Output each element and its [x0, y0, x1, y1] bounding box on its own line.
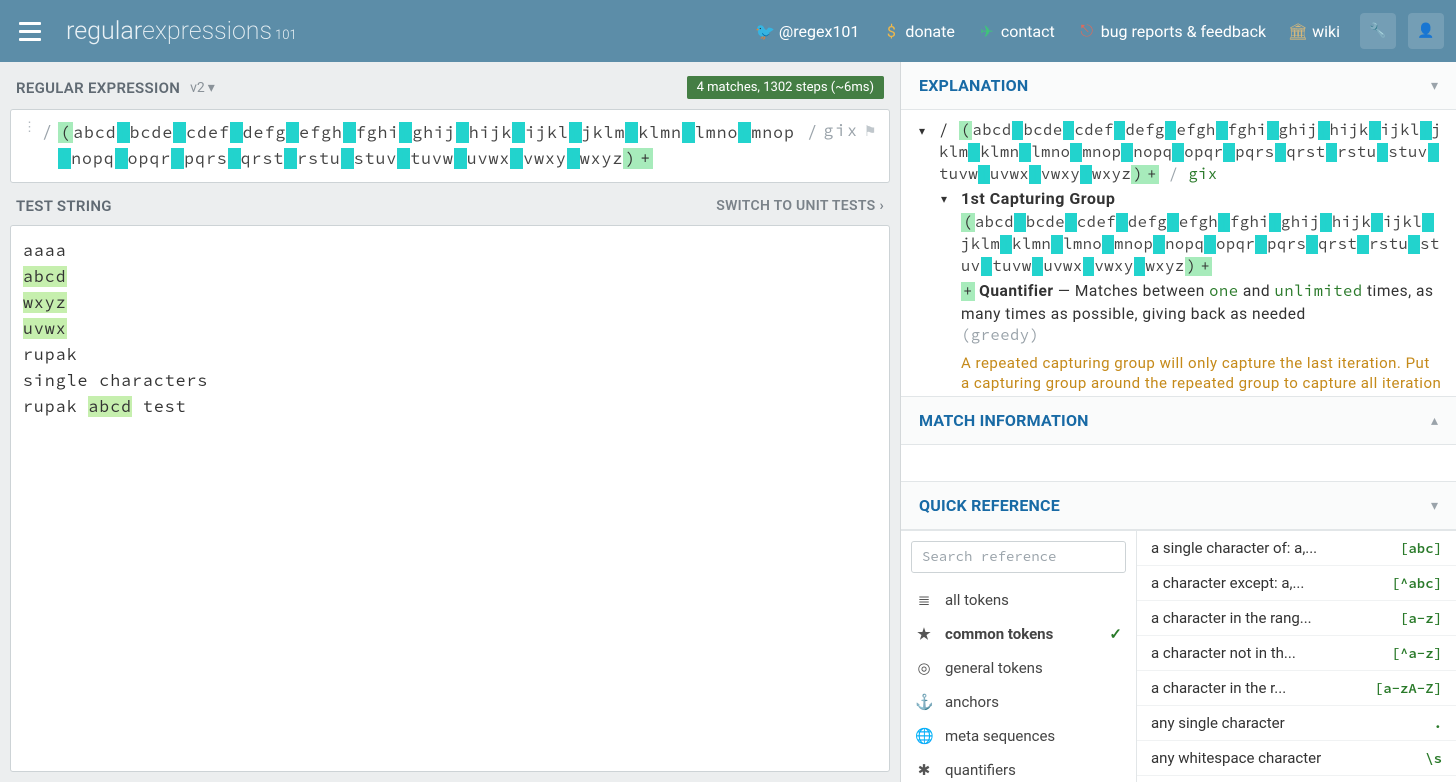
regex-pattern[interactable]: (abcd|bcde|cdef|defg|efgh|fghi|ghij|hijk… [58, 120, 801, 172]
version-selector[interactable]: v2 ▾ [190, 80, 215, 96]
exp-line-1: / (abcd|bcde|cdef|defg|efgh|fghi|ghij|hi… [939, 120, 1442, 186]
snow-icon: ✱ [915, 761, 933, 779]
chevron-down-icon[interactable]: ▾ [1431, 78, 1438, 94]
wrench-button[interactable]: 🔧 [1360, 13, 1396, 49]
quickref-header[interactable]: QUICK REFERENCE ▾ [901, 481, 1456, 530]
chevron-up-icon[interactable]: ▴ [1431, 413, 1438, 429]
columns-icon: 🏛 [1290, 23, 1306, 39]
nav-wiki[interactable]: 🏛wiki [1282, 16, 1348, 47]
target-icon: ◎ [915, 659, 933, 677]
globe-icon: 🌐 [915, 727, 933, 745]
dollar-icon: $ [883, 23, 899, 39]
token-row[interactable]: any single character. [1137, 706, 1456, 741]
test-section: TEST STRING SWITCH TO UNIT TESTS › aaaaa… [10, 193, 890, 772]
check-icon: ✓ [1109, 625, 1122, 643]
regex-flags[interactable]: gix ⚑ [823, 120, 877, 141]
wrench-icon: 🔧 [1369, 23, 1386, 39]
send-icon: ✈ [979, 23, 995, 39]
match-info-title: MATCH INFORMATION [919, 411, 1089, 430]
chevron-down-icon[interactable]: ▾ [1431, 498, 1438, 514]
github-icon: ⎋ [1079, 23, 1095, 39]
left-pane: REGULAR EXPRESSION v2 ▾ 4 matches, 1302 … [0, 62, 900, 782]
user-button[interactable]: 👤 [1408, 13, 1444, 49]
category-all-tokens[interactable]: ≣all tokens [901, 583, 1136, 617]
token-row[interactable]: a single character of: a,...[abc] [1137, 531, 1456, 566]
nav-donate[interactable]: $donate [875, 16, 962, 47]
warning-text: A repeated capturing group will only cap… [961, 353, 1442, 396]
token-row[interactable]: a character not in th...[^a-z] [1137, 636, 1456, 671]
regex-bar: REGULAR EXPRESSION v2 ▾ 4 matches, 1302 … [10, 72, 890, 109]
logo-suffix: expressions [142, 17, 272, 46]
quickref-body: ≣all tokens★common tokens✓◎general token… [901, 530, 1456, 782]
nav--regex---[interactable]: 🐦@regex101 [749, 16, 868, 47]
app-header: regularexpressions101 🐦@regex101$donate ✈… [0, 0, 1456, 62]
token-row[interactable]: a character except: a,...[^abc] [1137, 566, 1456, 601]
exp-line-2: (abcd|bcde|cdef|defg|efgh|fghi|ghij|hijk… [961, 212, 1442, 278]
menu-icon[interactable] [12, 13, 48, 49]
top-nav: 🐦@regex101$donate ✈contact ⎋bug reports & … [749, 13, 1444, 49]
quickref-search [911, 541, 1126, 573]
test-bar: TEST STRING SWITCH TO UNIT TESTS › [10, 193, 890, 225]
star-icon: ★ [915, 625, 933, 643]
search-input[interactable] [911, 541, 1126, 573]
quantifier-explanation: + Quantifier — Matches between one and u… [961, 280, 1442, 347]
drag-handle-icon[interactable]: ⋮ [23, 120, 36, 135]
explanation-body: ▾ / (abcd|bcde|cdef|defg|efgh|fghi|ghij|… [901, 110, 1456, 396]
category-anchors[interactable]: ⚓anchors [901, 685, 1136, 719]
regex-input[interactable]: ⋮ / (abcd|bcde|cdef|defg|efgh|fghi|ghij|… [10, 109, 890, 183]
test-string-input[interactable]: aaaaabcdwxyzuvwxrupaksingle charactersru… [10, 225, 890, 772]
match-info-header[interactable]: MATCH INFORMATION ▴ [901, 396, 1456, 445]
anchor-icon: ⚓ [915, 693, 933, 711]
chevron-right-icon: › [879, 198, 884, 214]
user-icon: 👤 [1417, 23, 1434, 39]
quickref-title: QUICK REFERENCE [919, 496, 1060, 515]
regex-delim-close: / [807, 120, 817, 142]
token-row[interactable]: any whitespace character\s [1137, 741, 1456, 776]
nav-bug-reports---feedback[interactable]: ⎋bug reports & feedback [1071, 16, 1274, 47]
logo-prefix: regular [66, 17, 142, 46]
twisty-down-icon[interactable]: ▾ [941, 192, 955, 206]
category-common-tokens[interactable]: ★common tokens✓ [901, 617, 1136, 651]
token-row[interactable]: a character in the r...[a-zA-Z] [1137, 671, 1456, 706]
regex-section: REGULAR EXPRESSION v2 ▾ 4 matches, 1302 … [10, 72, 890, 183]
stack-icon: ≣ [915, 591, 933, 609]
regex-delim-open: / [42, 120, 52, 142]
right-pane: EXPLANATION ▾ ▾ / (abcd|bcde|cdef|defg|e… [900, 62, 1456, 782]
main-area: REGULAR EXPRESSION v2 ▾ 4 matches, 1302 … [0, 62, 1456, 782]
flag-icon: ⚑ [865, 120, 877, 141]
category-quantifiers[interactable]: ✱quantifiers [901, 753, 1136, 782]
match-info-body [901, 445, 1456, 481]
logo[interactable]: regularexpressions101 [66, 17, 297, 46]
quickref-categories: ≣all tokens★common tokens✓◎general token… [901, 531, 1137, 782]
switch-unit-tests-link[interactable]: SWITCH TO UNIT TESTS › [716, 198, 884, 214]
match-badge: 4 matches, 1302 steps (~6ms) [687, 76, 884, 99]
regex-title: REGULAR EXPRESSION [16, 79, 180, 97]
chevron-down-icon: ▾ [208, 80, 215, 96]
explanation-title: EXPLANATION [919, 76, 1028, 95]
test-title: TEST STRING [16, 197, 112, 215]
logo-sub: 101 [275, 28, 297, 43]
token-row[interactable]: a character in the rang...[a-z] [1137, 601, 1456, 636]
category-meta-sequences[interactable]: 🌐meta sequences [901, 719, 1136, 753]
twitter-icon: 🐦 [757, 23, 773, 39]
explanation-header[interactable]: EXPLANATION ▾ [901, 62, 1456, 110]
twisty-down-icon[interactable]: ▾ [919, 124, 933, 138]
capture-group-title: 1st Capturing Group [961, 188, 1442, 210]
category-general-tokens[interactable]: ◎general tokens [901, 651, 1136, 685]
quickref-tokens: a single character of: a,...[abc]a chara… [1137, 531, 1456, 782]
nav-contact[interactable]: ✈contact [971, 16, 1063, 47]
